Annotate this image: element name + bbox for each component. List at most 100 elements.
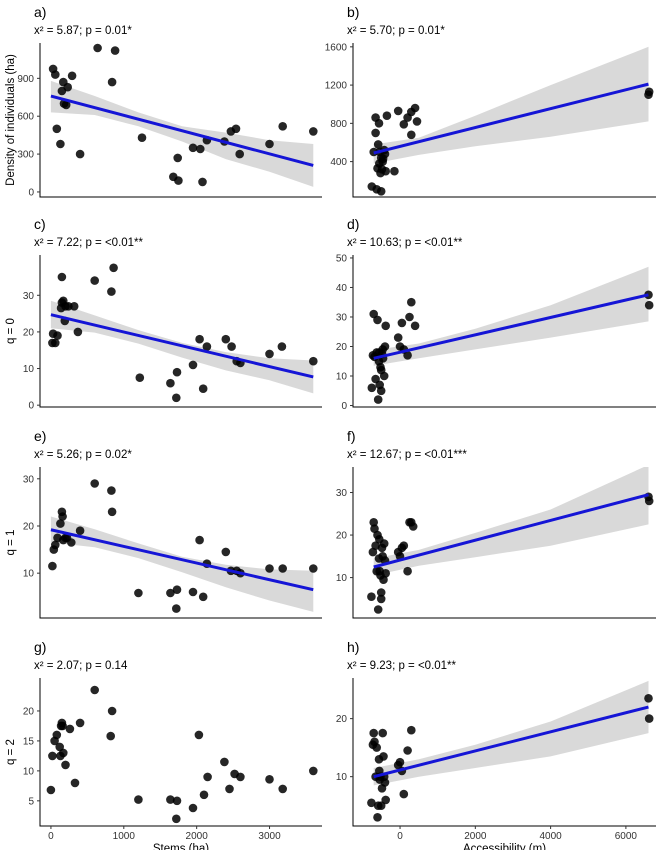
data-point — [373, 395, 383, 404]
axis-lines — [39, 678, 322, 827]
panel-g: g) x² = 2.07; p = 0.14 5 10 15 20 0 1000 2000 300… — [5, 639, 322, 850]
data-point — [56, 139, 65, 149]
data-point — [107, 706, 117, 716]
x-tick-label: 1000 — [113, 831, 136, 842]
panel-e: e) x² = 5.26; p = 0.02* 10 20 30 q = 1 — [5, 428, 322, 619]
y-tick-label: 0 — [28, 401, 34, 412]
x-tick-label: 0 — [48, 831, 54, 842]
data-point — [199, 790, 209, 800]
data-point — [278, 122, 288, 131]
data-point — [63, 82, 72, 92]
data-point — [380, 778, 390, 787]
data-point — [135, 373, 145, 383]
confidence-band — [373, 680, 649, 786]
panel-letter: e) — [34, 428, 46, 444]
stat-annotation: x² = 5.26; p = 0.02* — [34, 449, 132, 461]
data-point — [188, 143, 198, 153]
data-point — [173, 153, 182, 163]
panel-letter: a) — [34, 4, 46, 20]
y-tick-label: 20 — [336, 342, 348, 353]
data-point — [265, 564, 274, 573]
y-tick-label: 20 — [336, 714, 348, 725]
data-point — [373, 315, 382, 325]
data-point — [67, 538, 76, 547]
data-point — [106, 731, 115, 741]
y-tick-label: 10 — [336, 772, 348, 783]
data-point — [46, 785, 56, 795]
data-point — [236, 772, 245, 782]
x-axis-title: Accessibility (m) — [463, 843, 546, 850]
x-tick-label: 2000 — [464, 831, 487, 842]
y-tick-label: 10 — [23, 569, 35, 580]
panel-letter: g) — [34, 639, 46, 655]
data-point — [644, 87, 654, 97]
y-tick-label: 20 — [23, 327, 35, 338]
data-point — [221, 547, 231, 557]
stat-annotation: x² = 10.63; p = <0.01** — [347, 237, 463, 249]
data-point — [110, 46, 120, 55]
data-point — [373, 140, 383, 149]
data-point — [265, 775, 274, 784]
data-point — [369, 728, 379, 738]
data-point — [367, 383, 377, 393]
x-tick-label: 3000 — [258, 831, 281, 842]
data-point — [51, 338, 60, 348]
data-point — [58, 512, 67, 521]
data-point — [107, 507, 117, 517]
y-tick-label: 1200 — [325, 81, 348, 92]
axis-lines — [352, 467, 656, 619]
data-point — [407, 725, 416, 735]
data-point — [379, 371, 389, 381]
data-point — [166, 378, 175, 388]
data-point — [166, 588, 175, 598]
data-point — [69, 302, 79, 311]
data-point — [52, 730, 62, 740]
data-point — [202, 342, 212, 351]
data-point — [51, 70, 60, 79]
y-axis-title: q = 2 — [5, 739, 17, 765]
x-tick-label: 4000 — [539, 831, 562, 842]
axis-lines — [39, 255, 322, 408]
data-point — [376, 801, 386, 810]
data-point — [196, 144, 205, 154]
data-point — [376, 588, 386, 597]
y-tick-label: 900 — [17, 74, 34, 85]
data-point — [376, 594, 386, 604]
axis-lines — [39, 467, 322, 619]
y-tick-label: 30 — [336, 312, 348, 323]
y-tick-label: 20 — [336, 531, 348, 542]
panel-a: a) x² = 5.87; p = 0.01* 0 300 600 900Density … — [5, 4, 322, 198]
data-point — [48, 751, 57, 761]
data-point — [166, 795, 175, 804]
data-point — [59, 748, 68, 758]
data-point — [198, 177, 207, 187]
regression-line — [50, 94, 314, 167]
panel-letter: b) — [347, 4, 359, 20]
regression-line — [373, 82, 649, 155]
y-axis-title: q = 0 — [5, 318, 17, 344]
regression-line — [373, 493, 649, 569]
panel-h: h) x² = 9.23; p = <0.01** 10 20 0 2000 4000 600… — [336, 639, 656, 850]
data-point — [644, 290, 653, 300]
data-point — [61, 760, 70, 770]
data-point — [90, 276, 99, 285]
data-point — [309, 766, 318, 776]
data-point — [172, 585, 182, 594]
data-point — [220, 757, 229, 767]
data-point — [265, 349, 274, 359]
panel-letter: d) — [347, 216, 359, 232]
data-point — [227, 342, 236, 351]
data-point — [73, 327, 83, 337]
stat-annotation: x² = 12.67; p = <0.01*** — [347, 449, 467, 461]
data-point — [172, 393, 181, 403]
regression-line — [373, 705, 649, 779]
data-point — [410, 321, 420, 331]
data-point — [93, 43, 102, 53]
data-point — [376, 386, 386, 396]
data-point — [381, 569, 391, 578]
data-point — [309, 127, 318, 136]
y-tick-label: 800 — [330, 119, 347, 130]
confidence-band — [50, 80, 314, 187]
data-point — [188, 360, 198, 370]
